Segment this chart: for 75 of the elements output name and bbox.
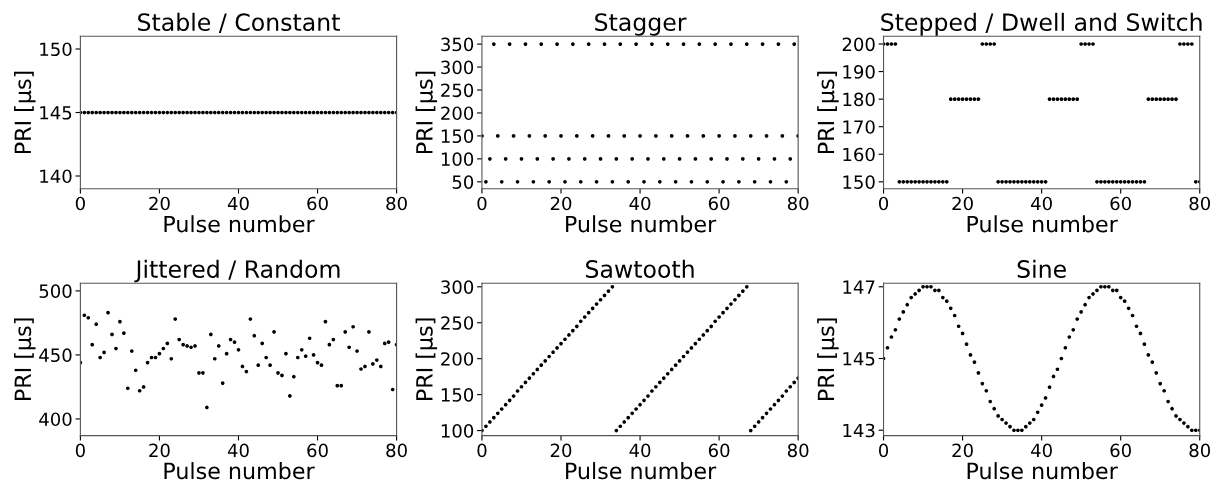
y-tick-label: 100 — [441, 152, 474, 166]
x-tick-label: 80 — [386, 196, 407, 211]
x-tick-label: 20 — [952, 443, 973, 458]
chart-title: Sine — [1017, 259, 1066, 278]
y-tick-label: 145 — [843, 352, 875, 366]
x-axis-title: Pulse number — [566, 215, 717, 233]
y-tick-label: 250 — [441, 316, 474, 330]
x-tick-label: 80 — [787, 196, 809, 211]
y-tick-label: 150 — [441, 388, 474, 402]
chart-title: Stepped / Dwell and Switch — [881, 12, 1202, 36]
chart-title: Jittered / Random — [134, 259, 340, 283]
x-tick-label: 20 — [149, 196, 170, 211]
x-tick-label: 40 — [227, 443, 249, 458]
y-tick-label: 500 — [39, 284, 72, 298]
x-tick-label: 60 — [708, 443, 730, 458]
x-tick-label: 60 — [307, 196, 328, 211]
chart-title: Stable / Constant — [138, 12, 340, 33]
y-tick-label: 150 — [40, 42, 72, 57]
y-tick-label: 150 — [441, 129, 474, 144]
y-axis-title: PRI [µs] — [14, 71, 36, 154]
y-tick-label: 450 — [39, 348, 72, 363]
y-tick-label: 250 — [441, 83, 474, 98]
x-axis-title: Pulse number — [967, 215, 1118, 233]
x-axis-title: Pulse number — [566, 462, 717, 480]
chart-title: Sawtooth — [586, 259, 694, 278]
x-tick-label: 20 — [149, 443, 170, 458]
x-axis-title: Pulse number — [967, 462, 1118, 480]
y-tick-label: 200 — [441, 106, 474, 121]
x-tick-label: 20 — [952, 196, 973, 211]
y-tick-label: 147 — [843, 280, 875, 294]
y-tick-label: 300 — [441, 280, 474, 294]
x-tick-label: 40 — [1031, 196, 1052, 211]
x-tick-label: 60 — [708, 196, 730, 211]
y-tick-label: 300 — [441, 60, 474, 75]
x-tick-label: 40 — [629, 196, 651, 211]
y-tick-label: 200 — [441, 352, 474, 366]
y-axis-title: PRI [µs] — [14, 318, 36, 400]
y-tick-label: 180 — [843, 92, 875, 107]
y-tick-label: 190 — [843, 65, 875, 79]
y-axis-title: PRI [µs] — [817, 71, 839, 154]
x-axis-title: Pulse number — [164, 462, 315, 480]
y-tick-label: 150 — [843, 175, 875, 189]
chart-title: Stagger — [595, 13, 687, 36]
x-tick-label: 20 — [550, 443, 572, 458]
x-tick-label: 0 — [878, 443, 889, 458]
x-tick-label: 80 — [1189, 443, 1211, 458]
y-tick-label: 170 — [843, 120, 875, 134]
x-tick-label: 0 — [477, 443, 487, 458]
x-tick-label: 60 — [307, 443, 328, 458]
x-tick-label: 40 — [629, 443, 651, 458]
y-tick-label: 50 — [452, 175, 474, 189]
x-tick-label: 0 — [477, 196, 487, 211]
y-tick-label: 143 — [843, 423, 875, 438]
y-tick-label: 400 — [39, 412, 72, 427]
x-tick-label: 40 — [1031, 443, 1052, 458]
y-axis-title: PRI [µs] — [817, 318, 839, 400]
x-axis-title: Pulse number — [164, 215, 315, 233]
x-tick-label: 80 — [787, 443, 809, 458]
y-tick-label: 100 — [441, 424, 474, 438]
x-tick-label: 0 — [75, 196, 85, 211]
x-tick-label: 40 — [227, 196, 249, 211]
x-tick-label: 80 — [1189, 196, 1211, 211]
y-tick-label: 200 — [842, 37, 875, 52]
y-tick-label: 140 — [40, 169, 72, 184]
y-tick-label: 160 — [843, 147, 875, 162]
x-tick-label: 0 — [75, 443, 85, 458]
y-tick-label: 145 — [40, 106, 72, 120]
y-axis-title: PRI [µs] — [415, 71, 438, 154]
x-tick-label: 80 — [386, 443, 407, 458]
y-tick-label: 350 — [441, 37, 474, 52]
x-tick-label: 60 — [1110, 443, 1131, 458]
x-tick-label: 60 — [1110, 196, 1131, 211]
x-tick-label: 20 — [550, 196, 572, 211]
x-tick-label: 0 — [878, 196, 889, 211]
y-axis-title: PRI [µs] — [415, 318, 438, 400]
